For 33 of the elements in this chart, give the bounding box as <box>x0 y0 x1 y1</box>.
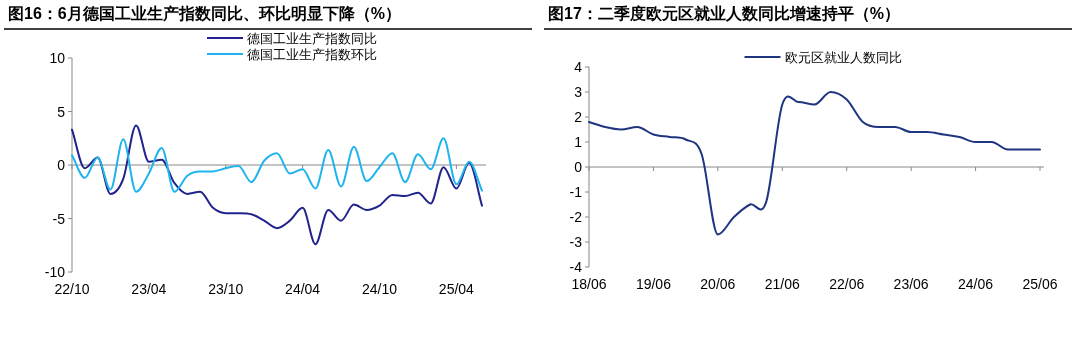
x-tick-label: 22/10 <box>54 281 90 297</box>
y-tick-label: -10 <box>44 264 66 280</box>
x-tick-label: 24/10 <box>361 281 398 297</box>
y-tick-label: -5 <box>52 210 66 227</box>
x-tick-label: 25/06 <box>1022 276 1058 292</box>
x-tick-label: 20/06 <box>700 276 736 292</box>
x-tick-label: 24/06 <box>958 276 994 292</box>
chart-title: 图16：6月德国工业生产指数同比、环比明显下降（%） <box>8 5 401 23</box>
x-tick-label: 21/06 <box>764 276 801 292</box>
x-tick-label: 25/04 <box>438 281 475 297</box>
x-tick-label: 18/06 <box>571 276 607 292</box>
legend-label: 德国工业生产指数环比 <box>247 47 377 62</box>
x-tick-label: 23/04 <box>131 281 167 297</box>
x-tick-label: 19/06 <box>635 276 672 292</box>
y-tick-label: 5 <box>57 103 66 120</box>
y-tick-label: 1 <box>574 134 583 150</box>
legend-label: 德国工业生产指数同比 <box>247 31 377 46</box>
y-tick-label: -3 <box>569 234 583 250</box>
legend-label: 欧元区就业人数同比 <box>784 50 902 65</box>
chart-title: 图17：二季度欧元区就业人数同比增速持平（%） <box>548 4 901 23</box>
y-tick-label: -2 <box>569 209 583 225</box>
y-tick-label: 3 <box>574 84 583 100</box>
y-tick-label: 4 <box>574 59 583 75</box>
y-tick-label: -4 <box>569 259 583 275</box>
x-tick-label: 23/10 <box>208 281 244 297</box>
y-tick-label: -1 <box>569 184 583 200</box>
x-tick-label: 22/06 <box>829 276 865 292</box>
y-tick-label: 10 <box>49 50 66 66</box>
y-tick-label: 0 <box>574 159 583 175</box>
y-tick-label: 2 <box>574 109 583 125</box>
x-tick-label: 23/06 <box>893 276 929 292</box>
y-tick-label: 0 <box>57 157 66 173</box>
x-tick-label: 24/04 <box>285 281 321 297</box>
